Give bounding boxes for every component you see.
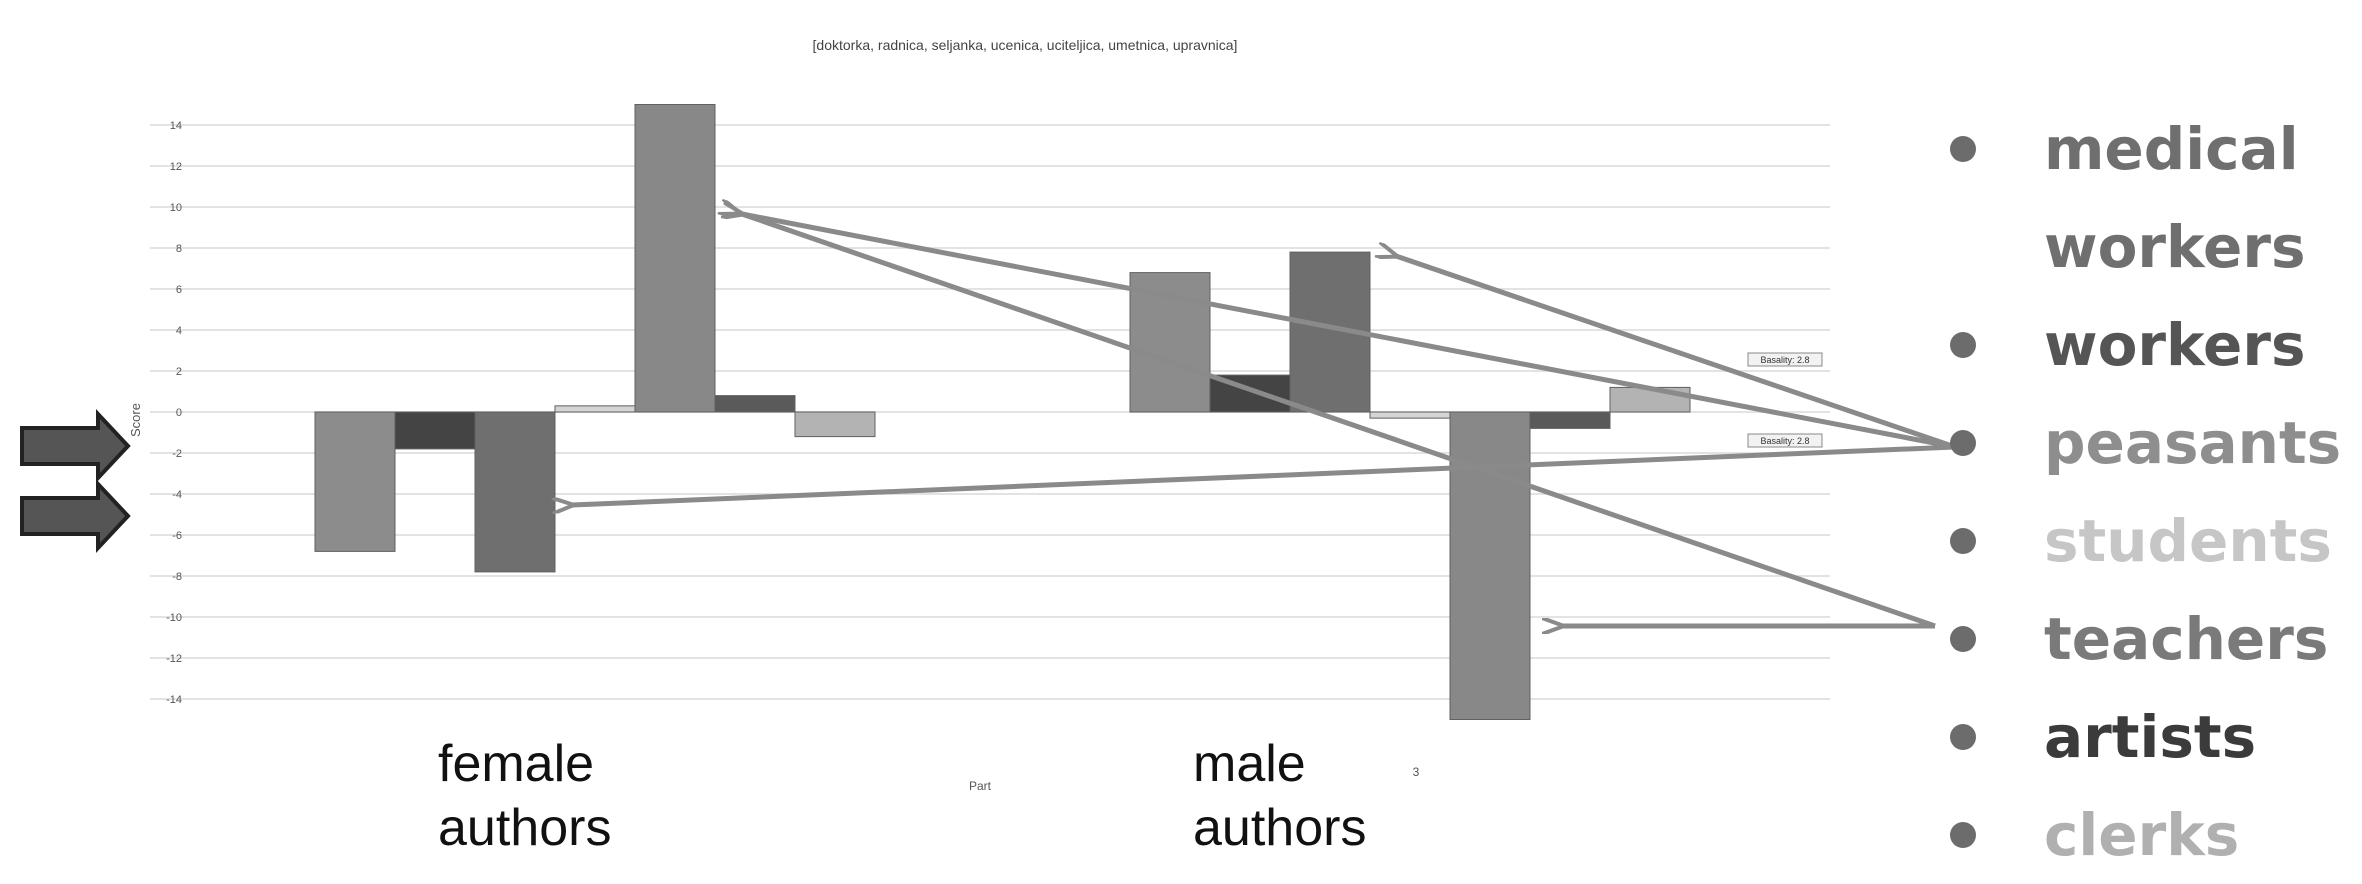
- y-tick-label: -10: [166, 612, 182, 624]
- bar: [314, 411, 396, 552]
- bar: [554, 405, 636, 413]
- y-tick-label: 14: [170, 120, 182, 132]
- legend-item-teachers: teachers: [1950, 590, 2360, 688]
- legend-item-workers: workers: [1950, 296, 2360, 394]
- pointer-arrow: [742, 214, 1956, 450]
- legend-item-students: students: [1950, 492, 2360, 590]
- reference-label-box: [1747, 352, 1823, 367]
- legend-label: students: [2044, 507, 2332, 575]
- y-tick-label: -4: [172, 489, 182, 501]
- bullet-icon: [1950, 626, 1976, 652]
- bullet-icon: [1950, 528, 1976, 554]
- bar: [394, 411, 476, 450]
- bar: [634, 104, 716, 413]
- bar: [1609, 386, 1691, 413]
- legend-label: artists: [2044, 703, 2257, 771]
- y-tick-label: 8: [176, 243, 182, 255]
- reference-label: Basality: 2.8: [1760, 436, 1809, 446]
- bar: [1449, 411, 1531, 720]
- left-arrow-icon: [20, 408, 131, 484]
- y-tick-label: 2: [176, 366, 182, 378]
- y-tick-label: 0: [176, 407, 182, 419]
- chart-title: [doktorka, radnica, seljanka, ucenica, u…: [813, 37, 1238, 53]
- legend-item-medical-workers: medical workers: [1950, 100, 2360, 296]
- pointer-arrow: [572, 444, 1956, 505]
- legend-label: peasants: [2044, 409, 2342, 477]
- bar-chart: [doktorka, radnica, seljanka, ucenica, u…: [20, 37, 1956, 793]
- y-tick-label: -14: [166, 694, 182, 706]
- bar: [1369, 411, 1451, 419]
- y-tick-label: 12: [170, 161, 182, 173]
- reference-labels: Basality: 2.8 Basality: 2.8: [1747, 352, 1823, 448]
- legend-label: medical workers: [2044, 115, 2306, 281]
- bullet-icon: [1950, 430, 1976, 456]
- x-axis-extra-tick: 3: [1413, 765, 1420, 779]
- pointer-arrow: [1396, 256, 1956, 450]
- group-label-male: male authors: [1193, 735, 1367, 857]
- y-tick-label: 6: [176, 284, 182, 296]
- y-tick-label: -12: [166, 653, 182, 665]
- y-axis-label: Score: [128, 403, 143, 437]
- legend-item-artists: artists: [1950, 688, 2360, 786]
- bar: [1129, 272, 1211, 413]
- reference-label-box: [1747, 433, 1823, 448]
- bullet-icon: [1950, 724, 1976, 750]
- legend: medical workers workers peasants student…: [1950, 100, 2360, 884]
- bullet-icon: [1950, 136, 1976, 162]
- y-tick-label: -8: [172, 571, 182, 583]
- bar: [1529, 411, 1611, 429]
- y-axis-ticks: 14 12 10 8 6 4 2 0 -2 -4 -6 -8 -10 -12 -14: [166, 120, 182, 706]
- pointer-arrow: [739, 213, 1936, 629]
- legend-label: teachers: [2044, 605, 2329, 673]
- bar: [794, 411, 876, 438]
- bullet-icon: [1950, 822, 1976, 848]
- bar: [714, 395, 796, 413]
- legend-item-peasants: peasants: [1950, 394, 2360, 492]
- y-tick-label: -2: [172, 448, 182, 460]
- bullet-icon: [1950, 332, 1976, 358]
- bar: [474, 411, 556, 573]
- left-arrow-icon: [20, 478, 131, 554]
- y-tick-label: 4: [176, 325, 182, 337]
- group-label-female: female authors: [438, 735, 612, 857]
- y-tick-label: -6: [172, 530, 182, 542]
- x-axis-label: Part: [969, 779, 992, 793]
- gridlines: [150, 124, 1830, 700]
- legend-label: workers: [2044, 311, 2306, 379]
- legend-label: clerks: [2044, 801, 2240, 869]
- pointer-arrows: [572, 213, 1956, 629]
- reference-label: Basality: 2.8: [1760, 355, 1809, 365]
- left-arrows: [20, 408, 131, 554]
- legend-item-clerks: clerks: [1950, 786, 2360, 884]
- bars: [314, 104, 1691, 720]
- y-tick-label: 10: [170, 202, 182, 214]
